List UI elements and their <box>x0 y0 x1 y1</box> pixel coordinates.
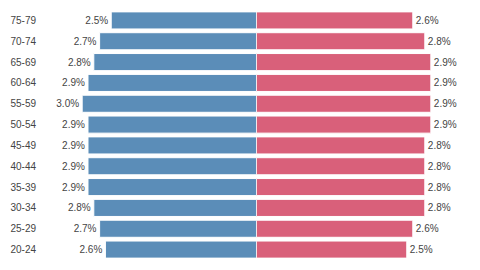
svg-text:2.8%: 2.8% <box>428 202 451 213</box>
svg-text:2.9%: 2.9% <box>62 161 85 172</box>
svg-text:35-39: 35-39 <box>10 182 36 193</box>
svg-text:2.9%: 2.9% <box>434 119 457 130</box>
svg-text:30-34: 30-34 <box>10 202 36 213</box>
svg-text:2.9%: 2.9% <box>62 119 85 130</box>
svg-text:2.8%: 2.8% <box>428 36 451 47</box>
svg-text:2.6%: 2.6% <box>416 15 439 26</box>
svg-text:2.9%: 2.9% <box>62 77 85 88</box>
svg-text:40-44: 40-44 <box>10 161 36 172</box>
svg-text:2.8%: 2.8% <box>68 57 91 68</box>
svg-text:2.9%: 2.9% <box>62 182 85 193</box>
svg-text:2.7%: 2.7% <box>74 223 97 234</box>
svg-text:25-29: 25-29 <box>10 223 36 234</box>
svg-text:55-59: 55-59 <box>10 98 36 109</box>
svg-text:65-69: 65-69 <box>10 57 36 68</box>
svg-text:2.8%: 2.8% <box>428 182 451 193</box>
svg-text:70-74: 70-74 <box>10 36 36 47</box>
svg-text:2.6%: 2.6% <box>416 223 439 234</box>
svg-text:60-64: 60-64 <box>10 77 36 88</box>
svg-text:3.0%: 3.0% <box>56 98 79 109</box>
svg-text:75-79: 75-79 <box>10 15 36 26</box>
svg-text:2.5%: 2.5% <box>85 15 108 26</box>
svg-text:2.7%: 2.7% <box>74 36 97 47</box>
svg-text:2.8%: 2.8% <box>68 202 91 213</box>
svg-text:45-49: 45-49 <box>10 140 36 151</box>
svg-text:2.9%: 2.9% <box>434 77 457 88</box>
svg-text:20-24: 20-24 <box>10 244 36 255</box>
svg-text:2.6%: 2.6% <box>80 244 103 255</box>
svg-text:2.9%: 2.9% <box>62 140 85 151</box>
svg-text:2.9%: 2.9% <box>434 98 457 109</box>
svg-text:50-54: 50-54 <box>10 119 36 130</box>
svg-text:2.5%: 2.5% <box>410 244 433 255</box>
svg-text:2.8%: 2.8% <box>428 161 451 172</box>
svg-text:2.9%: 2.9% <box>434 57 457 68</box>
svg-text:2.8%: 2.8% <box>428 140 451 151</box>
